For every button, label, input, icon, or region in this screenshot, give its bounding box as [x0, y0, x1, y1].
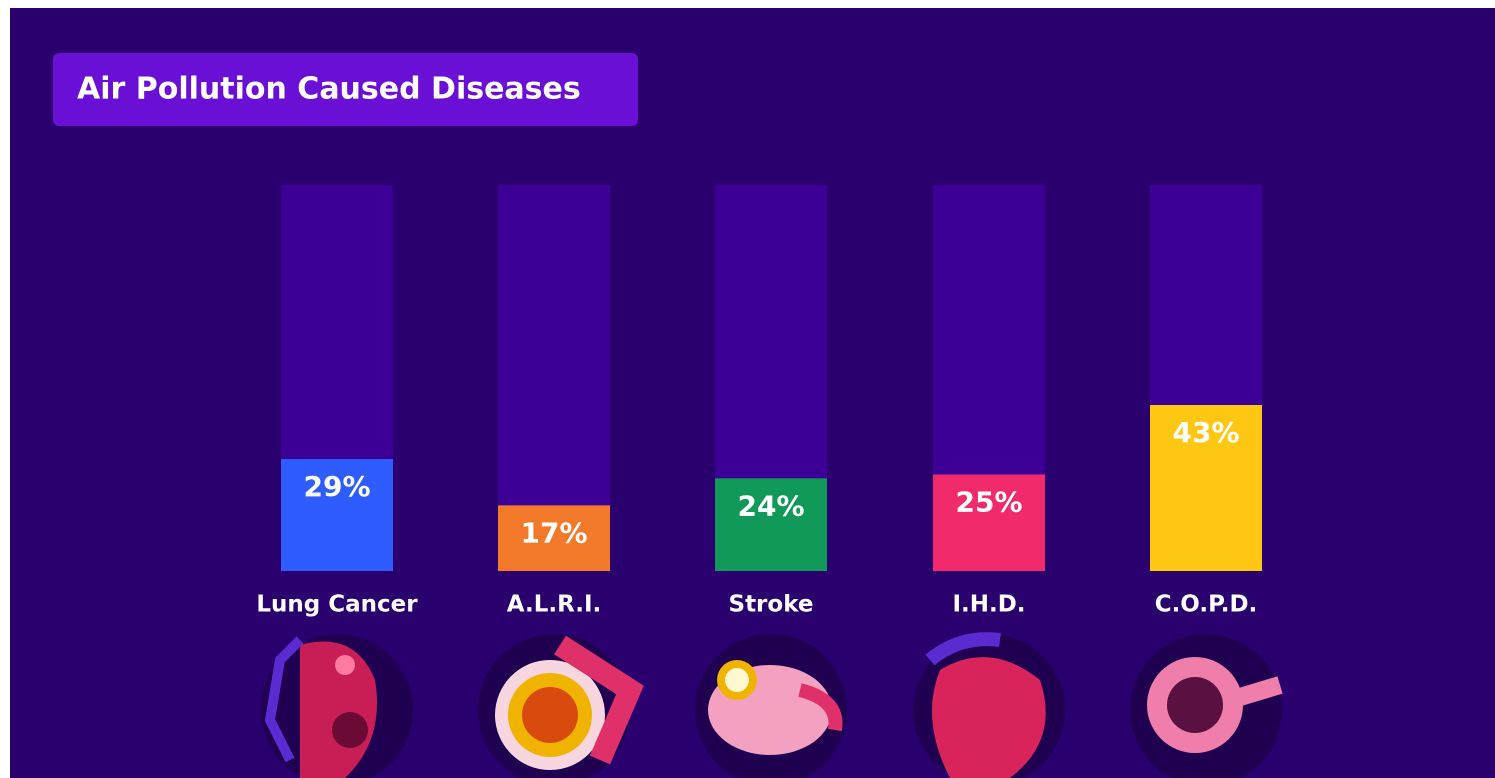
bar	[281, 459, 393, 571]
artery-icon	[478, 634, 644, 778]
value-label: 29%	[303, 470, 370, 503]
value-label: 43%	[1172, 416, 1239, 449]
brain-icon	[695, 634, 847, 778]
value-label: 24%	[737, 489, 804, 522]
category-label: A.L.R.I.	[507, 592, 602, 618]
bar	[498, 505, 610, 571]
icons	[261, 632, 1283, 778]
bar	[933, 474, 1045, 571]
category-label: Lung Cancer	[256, 592, 418, 618]
bar	[715, 478, 827, 571]
lung-icon	[261, 634, 413, 778]
alveoli-icon	[1130, 634, 1283, 778]
category-label: Stroke	[729, 592, 814, 618]
value-label: 25%	[955, 486, 1022, 519]
bar	[1150, 405, 1262, 571]
category-label: I.H.D.	[952, 592, 1025, 618]
category-label: C.O.P.D.	[1155, 592, 1258, 618]
title-box	[53, 53, 638, 126]
value-label: 17%	[520, 516, 587, 549]
chart-title: Air Pollution Caused Diseases	[77, 72, 581, 107]
heart-icon	[913, 632, 1065, 778]
